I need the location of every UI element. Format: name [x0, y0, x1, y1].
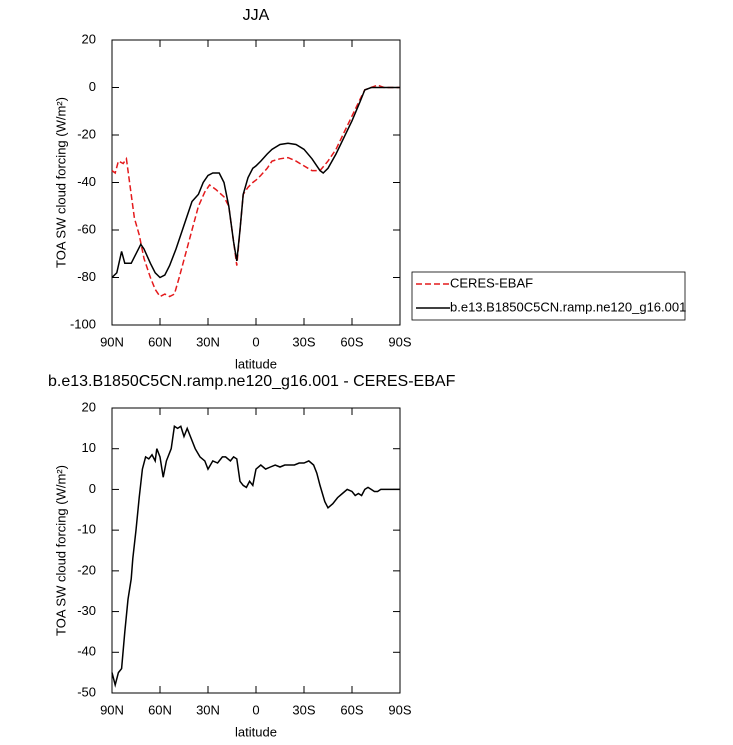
plot-frame: [111, 407, 401, 694]
x-tick-label: 30S: [292, 702, 315, 717]
x-tick-label: 60N: [148, 702, 172, 717]
x-tick-label: 30S: [292, 334, 315, 349]
data-line: [111, 425, 400, 688]
y-tick-label: -40: [77, 644, 96, 659]
x-tick-label: 30N: [196, 334, 220, 349]
y-tick-label: -30: [77, 603, 96, 618]
x-tick-label: 60S: [340, 702, 363, 717]
x-tick-label: 60S: [340, 334, 363, 349]
y-tick-label: -20: [77, 126, 96, 141]
y-axis-label: TOA SW cloud forcing (W/m²): [53, 97, 68, 268]
y-tick-label: -50: [77, 684, 96, 699]
legend-label: CERES-EBAF: [450, 275, 533, 290]
y-tick-label: 0: [89, 79, 96, 94]
x-tick-label: 90N: [100, 702, 124, 717]
x-tick-label: 30N: [196, 702, 220, 717]
y-tick-label: 10: [82, 440, 96, 455]
y-axis-label: TOA SW cloud forcing (W/m²): [53, 465, 68, 636]
y-tick-label: -100: [70, 316, 96, 331]
plot-frame: [111, 39, 401, 326]
y-tick-label: 20: [82, 31, 96, 46]
y-tick-label: -60: [77, 221, 96, 236]
y-tick-label: 20: [82, 399, 96, 414]
data-line: [111, 86, 400, 279]
x-axis-label: latitude: [235, 724, 277, 739]
legend-label: b.e13.B1850C5CN.ramp.ne120_g16.001: [450, 299, 686, 314]
x-tick-label: 90S: [388, 702, 411, 717]
x-axis-label: latitude: [235, 356, 277, 371]
x-tick-label: 0: [252, 702, 259, 717]
y-tick-label: -10: [77, 522, 96, 537]
x-tick-label: 60N: [148, 334, 172, 349]
x-tick-label: 90N: [100, 334, 124, 349]
y-tick-label: -20: [77, 562, 96, 577]
x-tick-label: 90S: [388, 334, 411, 349]
data-line: [111, 84, 400, 298]
x-tick-label: 0: [252, 334, 259, 349]
chart-title: JJA: [243, 7, 270, 24]
chart-title: b.e13.B1850C5CN.ramp.ne120_g16.001 - CER…: [48, 373, 456, 390]
y-tick-label: 0: [89, 481, 96, 496]
y-tick-label: -80: [77, 269, 96, 284]
legend-box: [411, 271, 686, 321]
y-tick-label: -40: [77, 174, 96, 189]
